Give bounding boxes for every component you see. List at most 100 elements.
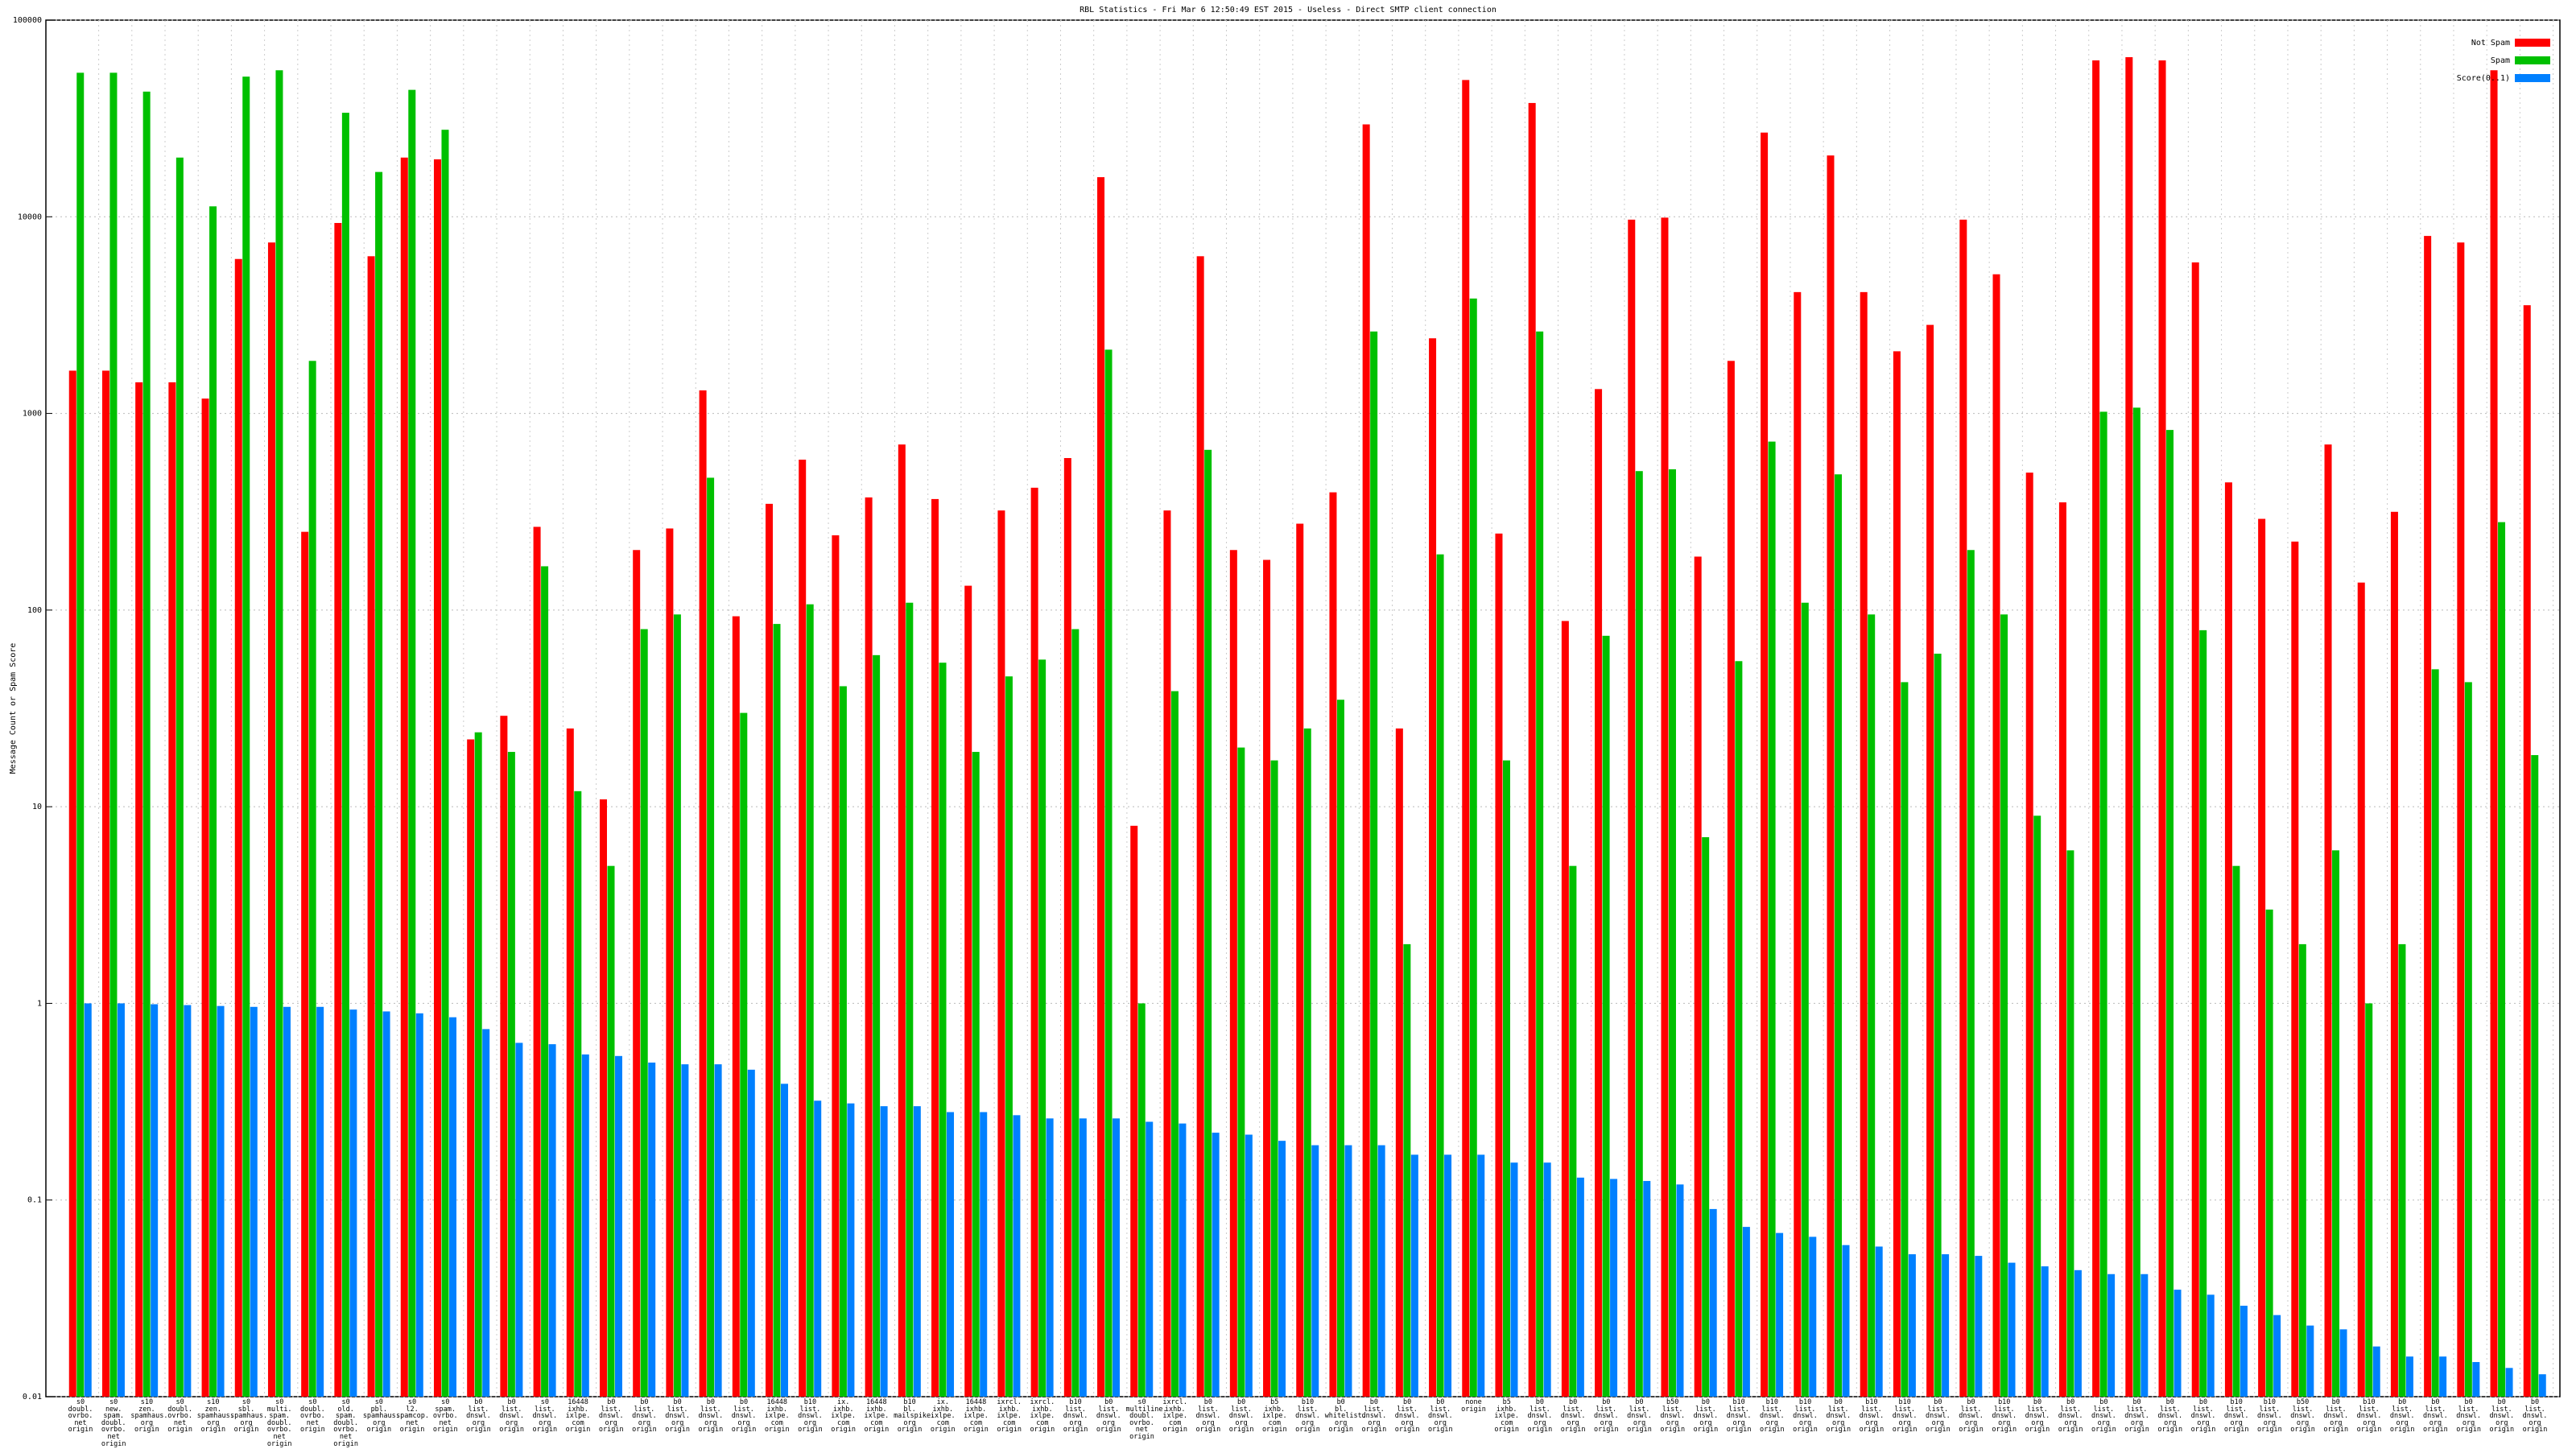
x-tick-label: s0 spam. ovrbo. net origin	[432, 1398, 458, 1435]
bar	[467, 739, 475, 1397]
bar	[184, 1005, 192, 1397]
x-tick-label: b0 list. dnswl. org origin	[1693, 1398, 1719, 1435]
x-tick-label: b0 list. dnswl. org origin	[2190, 1398, 2216, 1435]
x-tick-label: b0 list. dnswl. org origin	[698, 1398, 724, 1435]
x-tick-label: b0 list. dnswl. org origin	[598, 1398, 624, 1435]
bar	[1170, 691, 1179, 1397]
y-tick-label: 1000	[23, 410, 42, 419]
bar	[732, 616, 740, 1397]
bar	[1212, 1133, 1220, 1397]
x-tick-label: b10 list. dnswl. org origin	[2257, 1398, 2282, 1435]
bar	[1329, 492, 1337, 1397]
bar	[541, 566, 549, 1397]
bar	[101, 370, 109, 1397]
bar	[1727, 361, 1735, 1397]
x-tick-label: s0 doubl. ovrbo. net origin	[167, 1398, 192, 1435]
x-tick-label: b10 list. dnswl. org origin	[1726, 1398, 1752, 1435]
x-tick-label: s0 pbl. spamhaus. org origin	[362, 1398, 400, 1435]
bar	[2457, 242, 2465, 1397]
x-tick-label: b0 list. dnswl. org origin	[2489, 1398, 2515, 1435]
bar	[2132, 407, 2140, 1397]
bar	[2140, 1274, 2149, 1397]
bar	[1163, 510, 1171, 1397]
legend-swatch	[2515, 74, 2550, 82]
bar	[1908, 1254, 1916, 1397]
bar	[566, 728, 574, 1397]
bar	[2074, 1269, 2082, 1397]
bar	[2240, 1306, 2248, 1397]
x-tick-label: b0 list. dnswl. org origin	[2389, 1398, 2415, 1435]
bar	[382, 1011, 390, 1397]
bar	[1196, 256, 1204, 1397]
bar	[913, 1106, 921, 1397]
bar	[1097, 177, 1105, 1397]
x-tick-label: b0 list. dnswl. org origin	[1394, 1398, 1420, 1435]
bar	[242, 76, 250, 1397]
bar	[1860, 291, 1868, 1397]
bar	[84, 1003, 92, 1397]
bar	[2174, 1290, 2182, 1397]
bar	[441, 130, 449, 1397]
bar	[1104, 349, 1113, 1397]
x-tick-label: 16448 ixhb. ixlpe. com origin	[964, 1398, 989, 1435]
bar	[1735, 661, 1743, 1397]
bar	[548, 1044, 556, 1397]
x-tick-label: b0 bl. whitelist. org origin	[1324, 1398, 1366, 1435]
bar	[640, 629, 648, 1397]
bar	[1709, 1208, 1717, 1397]
bar	[267, 242, 275, 1397]
bar	[507, 752, 515, 1397]
bar	[648, 1062, 656, 1397]
bar	[1013, 1115, 1021, 1397]
bar	[931, 498, 939, 1397]
x-tick-label: b10 list. dnswl. org origin	[2356, 1398, 2382, 1435]
x-tick-label: s0 doubl. ovrbo. net origin	[300, 1398, 325, 1435]
bar	[217, 1005, 225, 1397]
bar	[142, 91, 151, 1397]
bar	[474, 732, 482, 1397]
bar	[1761, 132, 1769, 1397]
x-tick-label: b10 list. dnswl. org origin	[1793, 1398, 1818, 1435]
bar	[2191, 262, 2199, 1397]
bar	[1005, 676, 1013, 1397]
x-tick-label: b0 list. dnswl. org origin	[1361, 1398, 1387, 1435]
bar	[2531, 755, 2539, 1397]
bar	[607, 865, 615, 1397]
x-tick-label: s0 new. spam. doubl. ovrbo. net origin	[101, 1398, 126, 1448]
bar	[1429, 338, 1437, 1397]
bar	[1536, 331, 1544, 1397]
bar	[1528, 102, 1536, 1397]
y-tick-label: 10000	[18, 213, 42, 221]
bar	[275, 70, 283, 1397]
bar	[2339, 1329, 2347, 1397]
bar	[880, 1106, 888, 1397]
bar	[151, 1004, 159, 1397]
bar	[1245, 1134, 1253, 1397]
bar	[2365, 1003, 2373, 1397]
bar	[865, 497, 873, 1397]
bar	[1702, 836, 1710, 1397]
x-tick-label: ixrcl. ixhb. ixlpe. com origin	[997, 1398, 1022, 1435]
bar	[1875, 1246, 1883, 1397]
bar	[873, 654, 881, 1397]
y-tick-label: 100	[27, 606, 42, 615]
x-tick-label: b0 list. dnswl. org origin	[466, 1398, 491, 1435]
bar	[2258, 518, 2266, 1397]
bar	[2125, 57, 2133, 1397]
bar	[308, 361, 316, 1397]
bar	[1661, 217, 1669, 1397]
bar	[633, 550, 641, 1397]
x-tick-label: b0 list. dnswl. org origin	[1096, 1398, 1121, 1435]
bar	[781, 1084, 789, 1397]
y-tick-label: 0.01	[23, 1393, 42, 1402]
bar	[972, 752, 980, 1397]
bar	[2199, 630, 2207, 1397]
bar	[599, 799, 607, 1397]
x-tick-label: s10 zen. spamhaus. org origin	[130, 1398, 168, 1435]
x-tick-label: b0 list. dnswl. org origin	[2058, 1398, 2083, 1435]
bar	[2538, 1374, 2546, 1397]
bar	[1868, 614, 1876, 1397]
bar	[334, 222, 342, 1397]
x-tick-label: b0 list. dnswl. org origin	[2157, 1398, 2183, 1435]
